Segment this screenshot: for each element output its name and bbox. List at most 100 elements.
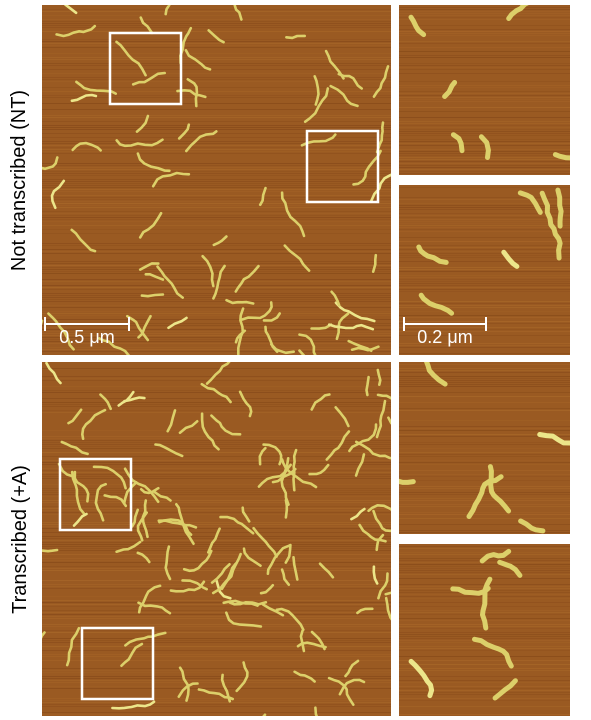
dna-molecule [266,544,292,575]
dna-molecule [47,312,75,351]
dna-molecule [238,390,253,418]
dna-molecule [139,16,154,35]
dna-molecule [375,399,387,439]
dna-molecule [418,292,455,316]
dna-molecule [138,262,160,271]
dna-molecule [215,579,232,600]
dna-molecule [275,607,305,631]
dna-molecule [310,393,331,411]
dna-molecule [210,563,231,584]
dna-molecule [210,414,242,436]
dna-molecule [344,659,360,678]
afm-inset-transcribed-2 [399,544,570,716]
afm-texture [399,5,570,174]
afm-texture [399,187,570,354]
dna-molecule [126,314,150,342]
dna-molecule [92,465,127,490]
dna-molecule [299,629,306,653]
dna-molecule [303,87,330,123]
dna-molecule [261,603,285,617]
dna-molecule [73,470,90,503]
dna-molecule [70,228,97,253]
dna-molecule [185,130,218,153]
dna-molecule [327,323,375,331]
afm-texture [399,362,570,534]
dna-molecule [153,490,172,502]
dna-molecule [164,545,172,581]
dna-molecule [325,430,351,461]
dna-molecule [186,78,199,108]
dna-molecule [552,152,570,161]
dna-molecule [284,543,292,564]
dna-molecule [387,416,391,425]
dna-molecule [137,314,152,339]
dna-molecule [442,80,458,99]
dna-molecule [55,24,97,38]
zoom-box-1 [108,31,183,106]
scale-bar-inset: 0.2 μm [403,317,487,349]
dna-molecule [138,211,163,239]
dna-molecule [376,368,382,386]
dna-molecule [372,565,379,585]
dna-molecule [99,393,112,411]
dna-molecule [123,467,160,503]
dna-molecule [220,673,232,703]
dna-molecule [283,244,311,272]
dna-molecule [384,596,391,621]
row-label-not-transcribed: Not transcribed (NT) [8,89,31,271]
dna-molecule [156,265,184,299]
dna-molecule [219,515,255,535]
dna-molecule [60,440,89,456]
row-label-transcribed: Transcribed (+A) [8,464,31,614]
afm-texture [399,546,570,715]
dna-molecule [518,518,546,534]
dna-molecule [296,641,327,649]
dna-molecule [166,409,177,433]
dna-molecule [65,626,81,667]
dna-molecule [233,5,243,21]
dna-molecule [280,191,306,238]
dna-molecule [137,601,172,615]
dna-molecule [264,325,279,353]
dna-molecule [178,420,199,435]
dna-molecule [329,84,359,108]
dna-molecule [103,494,128,508]
dna-molecule [130,508,139,528]
dna-molecule [371,253,378,273]
dna-molecule [292,448,298,492]
dna-molecule [70,470,86,515]
afm-texture [42,5,391,355]
dna-molecule [424,362,448,387]
dna-molecule [293,670,316,683]
dna-molecule [375,533,385,552]
dna-molecule [497,559,523,578]
dna-molecule [313,75,320,106]
dna-molecule [164,5,171,16]
dna-molecule [63,5,78,15]
dna-molecule [280,568,291,586]
dna-molecule [207,29,225,44]
dna-molecule [131,71,166,86]
dna-molecule [354,453,366,477]
dna-molecule [228,601,268,606]
dna-molecule [120,642,144,667]
scale-bar-main: 0.5 μm [44,317,130,349]
afm-texture [42,362,391,716]
dna-molecule [50,179,66,210]
dna-molecule [308,463,330,476]
dna-molecule [220,552,242,591]
dna-molecule [136,152,171,173]
dna-molecule [136,511,148,542]
dna-molecule [234,329,247,344]
dna-molecule [517,190,543,215]
dna-molecule [292,556,299,581]
dna-molecule [370,173,391,203]
zoom-box-1 [58,457,133,532]
dna-molecule [257,457,290,488]
dna-molecule [501,249,520,269]
dna-molecule [137,584,162,614]
dna-molecule [376,393,391,400]
dna-molecule [367,504,391,513]
dna-molecule [177,682,199,698]
afm-inset-nt-2: 0.2 μm [399,185,570,355]
